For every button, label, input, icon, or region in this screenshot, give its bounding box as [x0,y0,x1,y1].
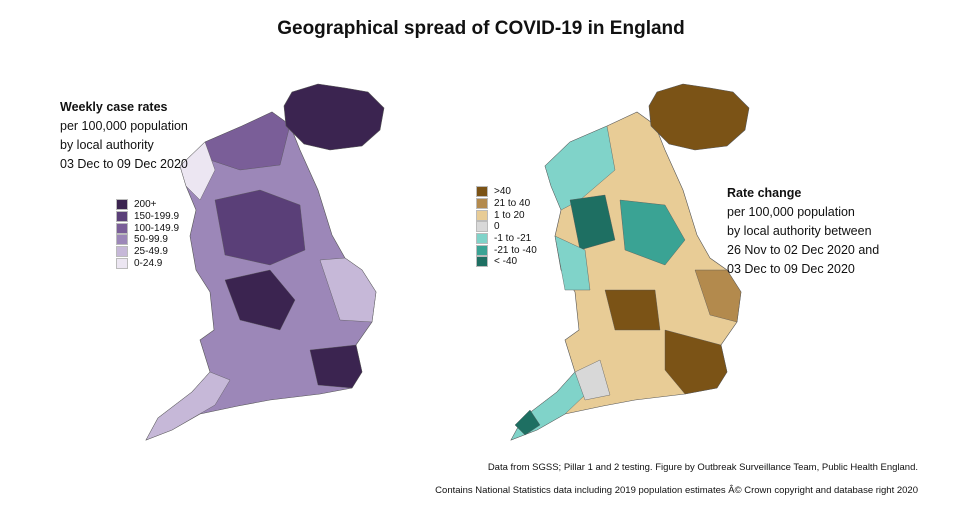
legend-label: -1 to -21 [494,233,532,245]
rate-change-map [510,83,750,441]
legend-item: 1 to 20 [476,209,537,221]
legend-swatch [116,246,128,258]
region-north-west [544,125,616,211]
left-map-description: Weekly case rates per 100,000 population… [60,98,188,174]
legend-swatch [476,198,488,210]
right-map-line: 03 Dec to 09 Dec 2020 [727,262,855,276]
right-map-line: per 100,000 population [727,205,855,219]
right-map-line: by local authority between [727,224,872,238]
region-south-east [664,329,728,395]
region-yorkshire [214,189,306,266]
london-inset [648,83,750,151]
left-map-line: per 100,000 population [60,119,188,133]
region-somerset [574,359,611,401]
region-kent-essex [309,344,363,389]
legend-item: 100-149.9 [116,222,179,234]
legend-item: >40 [476,186,537,198]
legend-swatch [476,221,488,233]
region-cheshire [554,235,591,291]
legend-item: 0 [476,221,537,233]
legend-swatch [476,256,488,268]
legend-label: 150-199.9 [134,211,180,223]
legend-label: >40 [494,186,511,198]
legend-label: 50-99.9 [134,234,168,246]
legend-swatch [116,234,128,246]
left-map-heading: Weekly case rates [60,100,168,114]
legend-label: 1 to 20 [494,209,525,221]
region-east-anglia [694,269,742,323]
figure-title: Geographical spread of COVID-19 in Engla… [277,18,685,39]
region-lancashire [569,194,616,251]
legend-item: < -40 [476,256,537,268]
legend-label: 0-24.9 [134,257,163,269]
legend-item: 150-199.9 [116,211,179,223]
legend-item: 0-24.9 [116,257,179,269]
region-south-west [145,371,231,441]
legend-item: 21 to 40 [476,198,537,210]
legend-swatch [476,244,488,256]
legend-item: 25-49.9 [116,246,179,258]
legend-item: -1 to -21 [476,233,537,245]
left-map-line: 03 Dec to 09 Dec 2020 [60,157,188,171]
legend-swatch [116,211,128,223]
region-midlands [604,289,661,331]
legend-swatch [116,257,128,269]
region-cumbria [179,141,216,201]
legend-swatch [476,233,488,245]
legend-swatch [116,222,128,234]
legend-label: < -40 [494,256,518,268]
case-rate-map [145,83,385,441]
region-north-east [204,111,291,171]
legend-label: 0 [494,221,500,233]
footer-copyright: Contains National Statistics data includ… [435,485,918,496]
legend-item: -21 to -40 [476,244,537,256]
legend-label: 21 to 40 [494,198,531,210]
right-map-line: 26 Nov to 02 Dec 2020 and [727,243,880,257]
legend-item: 200+ [116,199,179,211]
legend-swatch [476,186,488,198]
legend-swatch [476,209,488,221]
legend-label: 100-149.9 [134,222,180,234]
region-cornwall-west [514,409,541,436]
left-legend: 200+ 150-199.9 100-149.9 50-99.9 25-49.9… [116,199,179,269]
legend-item: 50-99.9 [116,234,179,246]
right-map-heading: Rate change [727,186,802,200]
legend-swatch [116,199,128,211]
london-inset [283,83,385,151]
region-yorkshire [619,199,686,266]
legend-label: -21 to -40 [494,244,537,256]
left-map-line: by local authority [60,138,154,152]
region-midlands [224,269,296,331]
legend-label: 25-49.9 [134,246,168,258]
footer-source: Data from SGSS; Pillar 1 and 2 testing. … [487,462,918,473]
region-east-anglia [319,257,377,323]
right-map-description: Rate change per 100,000 population by lo… [727,184,879,279]
legend-label: 200+ [134,199,157,211]
right-legend: >40 21 to 40 1 to 20 0 -1 to -21 -21 to … [476,186,537,268]
